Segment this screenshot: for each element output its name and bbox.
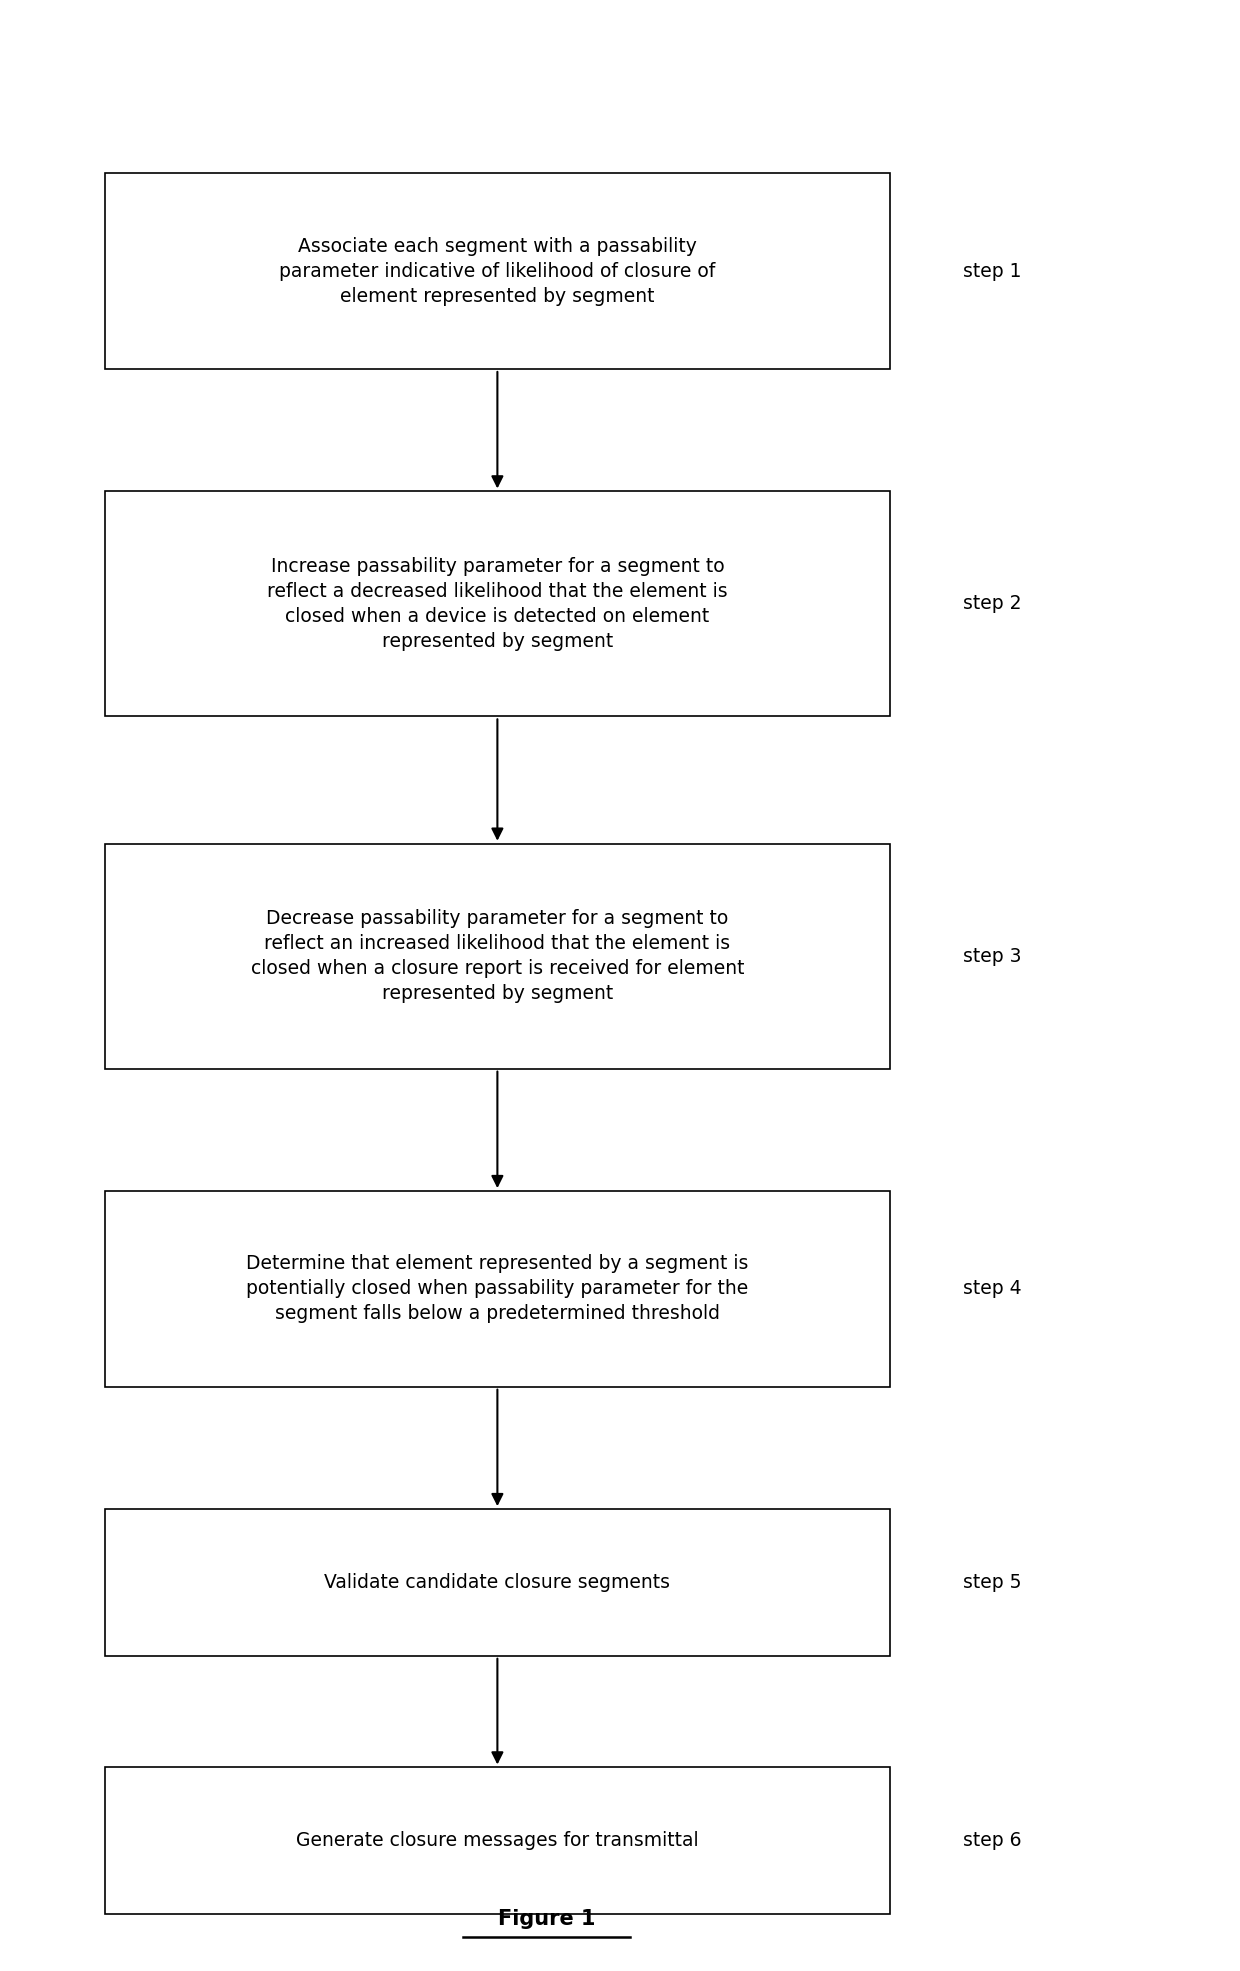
FancyBboxPatch shape <box>105 1510 890 1656</box>
Text: step 1: step 1 <box>963 262 1022 280</box>
Text: Increase passability parameter for a segment to
reflect a decreased likelihood t: Increase passability parameter for a seg… <box>267 558 728 650</box>
Text: Validate candidate closure segments: Validate candidate closure segments <box>325 1573 671 1593</box>
Text: Associate each segment with a passability
parameter indicative of likelihood of : Associate each segment with a passabilit… <box>279 237 715 306</box>
FancyBboxPatch shape <box>105 1190 890 1388</box>
FancyBboxPatch shape <box>105 844 890 1068</box>
Text: step 2: step 2 <box>963 595 1022 613</box>
Text: Figure 1: Figure 1 <box>497 1908 595 1930</box>
Text: step 3: step 3 <box>963 946 1022 966</box>
Text: step 4: step 4 <box>963 1279 1022 1299</box>
Text: step 6: step 6 <box>963 1831 1022 1851</box>
Text: step 5: step 5 <box>963 1573 1022 1593</box>
FancyBboxPatch shape <box>105 173 890 369</box>
Text: Generate closure messages for transmittal: Generate closure messages for transmitta… <box>296 1831 698 1851</box>
Text: Decrease passability parameter for a segment to
reflect an increased likelihood : Decrease passability parameter for a seg… <box>250 909 744 1003</box>
FancyBboxPatch shape <box>105 1768 890 1914</box>
Text: Determine that element represented by a segment is
potentially closed when passa: Determine that element represented by a … <box>247 1254 749 1323</box>
FancyBboxPatch shape <box>105 491 890 715</box>
